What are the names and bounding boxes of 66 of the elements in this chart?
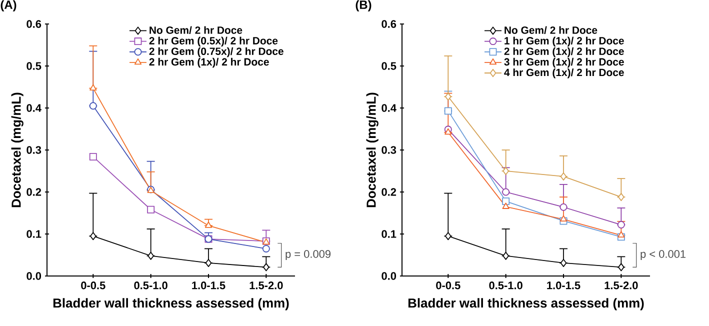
- x-tick-label: 0-0.5: [81, 282, 106, 290]
- point: [502, 197, 510, 205]
- point: [204, 222, 212, 228]
- y-axis-title: Docetaxel (mg/mL): [11, 92, 24, 208]
- legend-label: 3 hr Gem (1x)/ 2 hr Doce: [504, 58, 624, 68]
- point: [89, 102, 97, 110]
- point: [262, 244, 270, 252]
- point: [502, 188, 510, 196]
- y-tick-label: 0.2: [26, 188, 42, 196]
- legend-label: 1 hr Gem (1x)/ 2 hr Doce: [504, 36, 624, 47]
- point: [263, 263, 270, 272]
- y-tick-label: 0.5: [26, 62, 42, 70]
- point: [444, 92, 452, 101]
- point: [444, 232, 452, 240]
- chart-title: (A): [0, 0, 16, 12]
- point: [560, 258, 567, 268]
- y-tick-label: 0.4: [26, 104, 42, 112]
- legend-label: 2 hr Gem (1x)/ 2 hr Doce: [504, 47, 624, 58]
- y-tick-label: 0.1: [382, 230, 396, 238]
- y-tick-label: 0.6: [382, 20, 396, 28]
- legend-label: 4 hr Gem (1x)/ 2 hr Doce: [504, 68, 624, 78]
- legend-label: No Gem/ 2 hr Doce: [150, 26, 242, 34]
- point: [147, 206, 155, 214]
- point: [444, 107, 452, 115]
- point: [90, 232, 96, 240]
- point: [618, 192, 624, 202]
- point: [89, 152, 97, 160]
- x-tick-label: 0.5-1.0: [489, 282, 522, 290]
- point: [444, 128, 452, 135]
- y-tick-label: 0.2: [382, 188, 396, 196]
- x-axis-title: Bladder wall thickness assessed (mm): [53, 298, 289, 310]
- x-tick-label: 1.0-1.5: [192, 282, 226, 290]
- annotation: p < 0.001: [640, 250, 686, 260]
- y-tick-label: 0.0: [382, 272, 396, 280]
- point: [618, 231, 625, 238]
- chart-title: (B): [356, 0, 372, 12]
- x-tick-label: 0.5-1.0: [134, 282, 168, 290]
- point: [617, 221, 625, 229]
- y-axis-title: Docetaxel (mg/mL): [366, 92, 378, 208]
- point: [148, 252, 154, 260]
- annotation: p = 0.009: [286, 250, 331, 260]
- point: [560, 172, 567, 181]
- point: [560, 215, 568, 222]
- legend-label: 2 hr Gem (0.75x)/ 2 hr Doce: [149, 47, 284, 58]
- point: [618, 263, 624, 272]
- x-tick-label: 1.5-2.0: [604, 282, 638, 290]
- point: [502, 252, 509, 260]
- point: [502, 166, 509, 176]
- x-tick-label: 1.0-1.5: [547, 282, 580, 290]
- x-axis-title: Bladder wall thickness assessed (mm): [408, 298, 644, 310]
- y-tick-label: 0.3: [26, 146, 42, 154]
- x-tick-label: 0-0.5: [436, 282, 460, 290]
- point: [205, 258, 212, 268]
- legend-label: 2 hr Gem (0.5x)/ 2 hr Doce: [149, 36, 278, 47]
- y-tick-label: 0.4: [382, 104, 396, 112]
- x-tick-label: 1.5-2.0: [250, 282, 283, 290]
- point: [560, 203, 568, 211]
- legend-label: No Gem/ 2 hr Doce: [504, 26, 598, 34]
- y-tick-label: 0.6: [26, 20, 42, 28]
- y-tick-label: 0.1: [26, 230, 42, 238]
- point: [90, 84, 97, 91]
- y-tick-label: 0.3: [382, 146, 396, 154]
- y-tick-label: 0.0: [26, 272, 42, 280]
- y-tick-label: 0.5: [382, 62, 396, 70]
- legend-label: 2 hr Gem (1x)/ 2 hr Doce: [149, 58, 269, 68]
- point: [502, 202, 510, 209]
